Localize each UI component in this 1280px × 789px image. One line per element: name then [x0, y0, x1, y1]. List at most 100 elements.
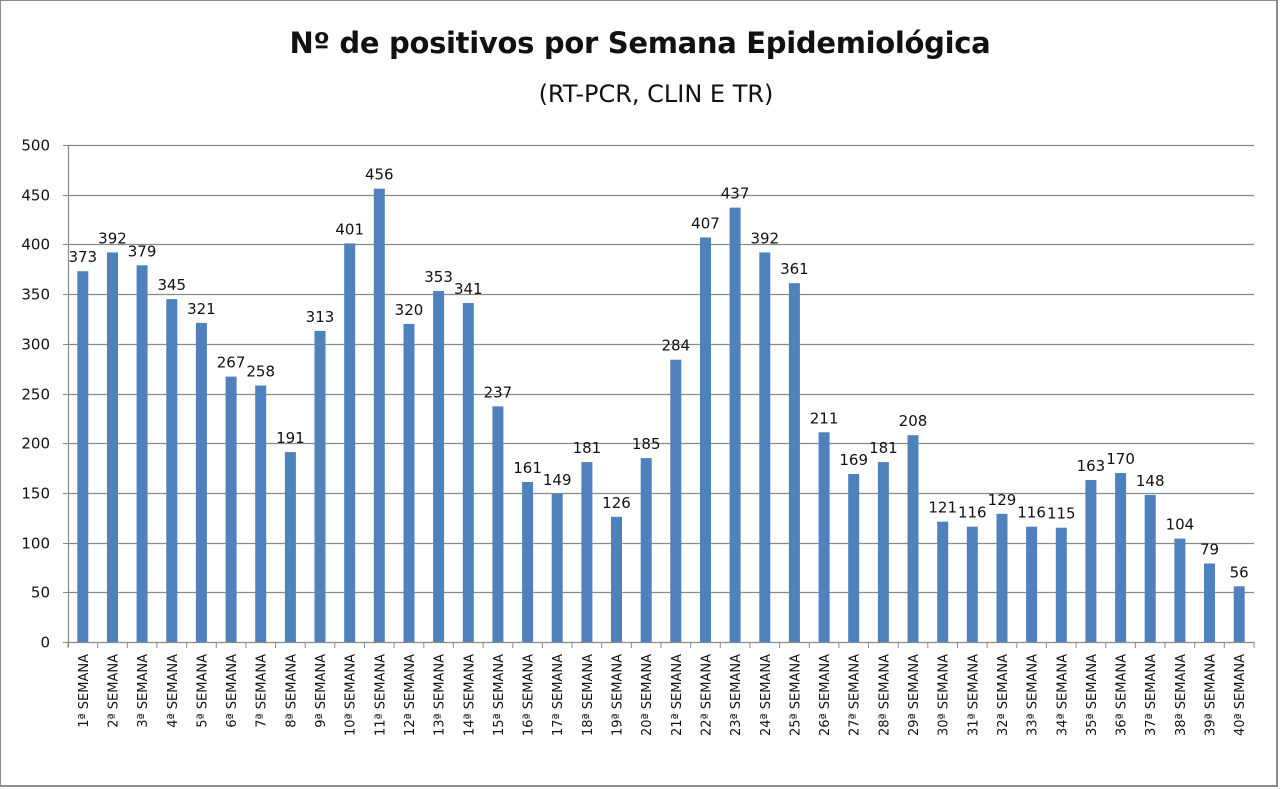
y-tick-label: 0 [40, 634, 50, 652]
x-tick-label: 2ª SEMANA [107, 654, 122, 728]
x-tick-label: 23ª SEMANA [729, 654, 744, 736]
bar [1174, 538, 1186, 642]
x-tick-label: 1ª SEMANA [77, 654, 92, 728]
data-label: 320 [395, 301, 424, 319]
bar [788, 283, 800, 642]
bar [996, 513, 1008, 642]
data-label: 407 [691, 214, 720, 232]
bar [877, 462, 889, 642]
bar [937, 521, 949, 642]
bar [818, 432, 830, 642]
bar [729, 207, 741, 642]
bars [77, 188, 1245, 642]
bar [551, 493, 563, 642]
x-tick-label: 36ª SEMANA [1115, 654, 1130, 736]
data-label: 237 [484, 383, 513, 401]
bar [1055, 527, 1067, 642]
x-tick-label: 31ª SEMANA [966, 654, 981, 736]
y-tick-label: 100 [21, 535, 50, 553]
bar [1144, 494, 1156, 642]
data-label: 345 [157, 276, 186, 294]
x-tick-label: 19ª SEMANA [611, 654, 626, 736]
data-label: 56 [1230, 563, 1249, 581]
y-axis: 0 50 100 150 200 250 300 350 400 450 500 [21, 137, 70, 652]
data-label: 353 [424, 268, 453, 286]
bar [195, 322, 207, 642]
x-tick-label: 26ª SEMANA [818, 654, 833, 736]
data-label: 373 [68, 248, 97, 266]
bar [344, 243, 356, 642]
x-tick-label: 27ª SEMANA [848, 654, 863, 736]
chart-subtitle: (RT-PCR, CLIN E TR) [538, 80, 774, 108]
data-label: 149 [543, 471, 572, 489]
x-tick-label: 11ª SEMANA [373, 654, 388, 736]
x-tick-label: 35ª SEMANA [1085, 654, 1100, 736]
bar [373, 188, 385, 642]
x-tick-label: 34ª SEMANA [1055, 654, 1070, 736]
y-tick-label: 50 [31, 584, 50, 602]
bar [907, 435, 919, 642]
x-tick-label: 14ª SEMANA [462, 654, 477, 736]
x-tick-label: 21ª SEMANA [670, 654, 685, 736]
x-tick-label: 3ª SEMANA [136, 654, 151, 728]
y-tick-label: 350 [21, 286, 50, 304]
bar [611, 516, 622, 642]
data-label: 401 [335, 220, 364, 238]
y-tick-label: 500 [21, 137, 50, 155]
x-tick-label: 40ª SEMANA [1233, 654, 1248, 736]
x-tick-label: 25ª SEMANA [788, 654, 803, 736]
bar [136, 265, 148, 642]
x-axis: 1ª SEMANA 2ª SEMANA 3ª SEMANA 4ª SEMANA 5ª S… [67, 641, 1255, 736]
data-label: 185 [632, 435, 661, 453]
data-label: 181 [869, 439, 898, 457]
data-label: 169 [839, 451, 868, 469]
data-label: 170 [1106, 450, 1135, 468]
x-tick-label: 6ª SEMANA [225, 654, 240, 728]
y-tick-label: 400 [21, 236, 50, 254]
bar [848, 474, 860, 642]
bar [1204, 563, 1215, 642]
data-label: 129 [988, 491, 1017, 509]
y-tick-label: 200 [21, 435, 50, 453]
data-label: 361 [780, 260, 809, 278]
data-label: 163 [1077, 457, 1106, 475]
data-label: 79 [1200, 541, 1219, 559]
bar [77, 271, 89, 642]
x-tick-label: 29ª SEMANA [907, 654, 922, 736]
bar [255, 385, 267, 642]
y-tick-label: 150 [21, 485, 50, 503]
bar [107, 252, 118, 642]
x-tick-label: 4ª SEMANA [166, 654, 181, 728]
bar [966, 526, 978, 642]
bar [1233, 586, 1245, 642]
data-label: 121 [928, 499, 957, 517]
y-tick-label: 250 [21, 386, 50, 404]
x-tick-label: 32ª SEMANA [996, 654, 1011, 736]
bar [759, 252, 771, 642]
data-label: 208 [899, 412, 928, 430]
x-tick-label: 13ª SEMANA [433, 654, 448, 736]
bar [1115, 473, 1127, 642]
x-tick-label: 30ª SEMANA [937, 654, 952, 736]
data-label: 321 [187, 300, 216, 318]
x-tick-label: 28ª SEMANA [877, 654, 892, 736]
bar [670, 359, 682, 642]
x-tick-label: 7ª SEMANA [255, 654, 270, 728]
data-label: 379 [128, 242, 157, 260]
x-tick-label: 10ª SEMANA [344, 654, 359, 736]
data-label: 437 [721, 185, 750, 203]
data-label: 115 [1047, 505, 1076, 523]
data-label: 104 [1166, 516, 1195, 534]
x-tick-label: 8ª SEMANA [284, 654, 299, 728]
data-label: 191 [276, 429, 305, 447]
bar [700, 237, 711, 642]
x-tick-label: 37ª SEMANA [1144, 654, 1159, 736]
y-tick-label: 450 [21, 187, 50, 205]
data-label: 116 [1017, 504, 1046, 522]
bar [433, 291, 445, 642]
data-label: 181 [573, 439, 602, 457]
bar [640, 458, 652, 642]
